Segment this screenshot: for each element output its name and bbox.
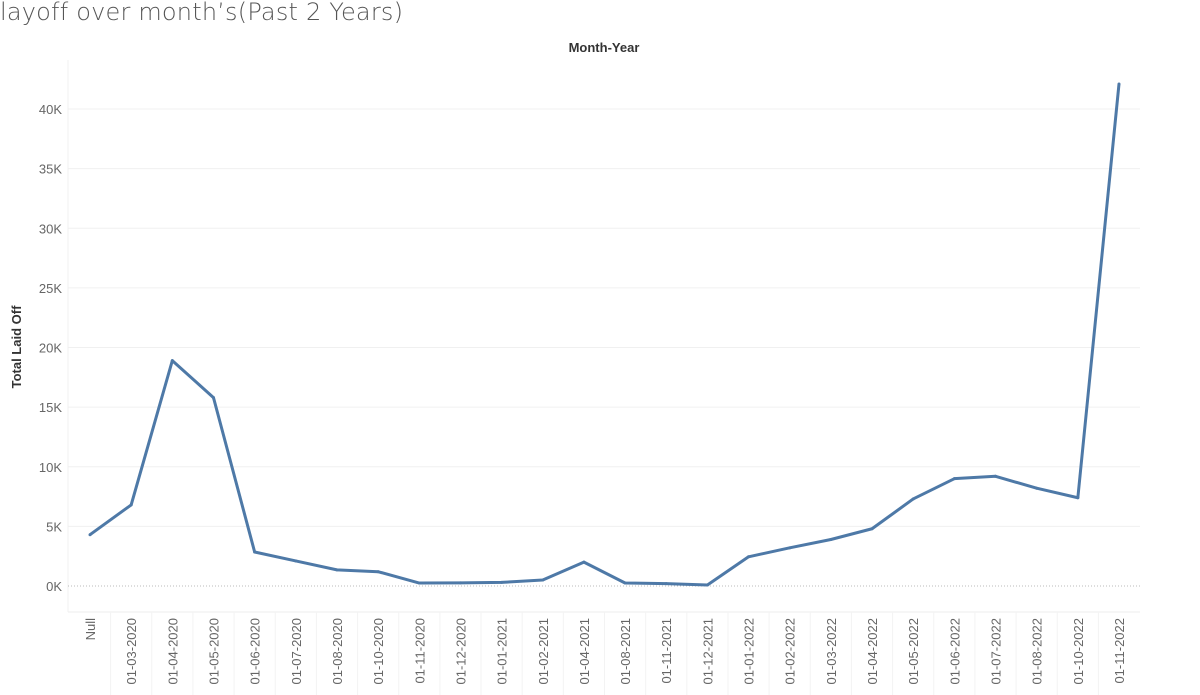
y-tick-label: 30K xyxy=(39,221,62,236)
y-tick-label: 5K xyxy=(46,519,62,534)
x-tick-label: 01-12-2020 xyxy=(453,618,468,685)
x-tick-label: 01-12-2021 xyxy=(700,618,715,685)
x-tick-label: 01-07-2020 xyxy=(289,618,304,685)
x-tick-label: 01-11-2021 xyxy=(659,618,674,684)
data-point[interactable] xyxy=(376,570,380,574)
data-point[interactable] xyxy=(335,568,339,572)
y-axis-title: Total Laid Off xyxy=(9,305,24,388)
y-tick-label: 40K xyxy=(39,102,62,117)
x-tick-label: 01-07-2022 xyxy=(989,618,1004,685)
y-tick-label: 0K xyxy=(46,579,62,594)
data-point[interactable] xyxy=(170,359,174,363)
x-tick-label: 01-03-2022 xyxy=(824,618,839,685)
x-tick-label: 01-04-2020 xyxy=(165,618,180,685)
data-point[interactable] xyxy=(211,396,215,400)
x-tick-label: 01-03-2020 xyxy=(124,618,139,685)
data-point[interactable] xyxy=(623,581,627,585)
data-point[interactable] xyxy=(500,580,504,584)
x-tick-label: 01-02-2021 xyxy=(536,618,551,685)
data-point[interactable] xyxy=(129,503,133,507)
data-point[interactable] xyxy=(417,581,421,585)
data-point[interactable] xyxy=(294,559,298,563)
x-axis-title: Month-Year xyxy=(569,40,640,55)
data-point[interactable] xyxy=(994,474,998,478)
data-point[interactable] xyxy=(1117,82,1121,86)
data-point[interactable] xyxy=(541,578,545,582)
x-tick-label: 01-10-2020 xyxy=(371,618,386,685)
data-point[interactable] xyxy=(88,533,92,537)
data-point[interactable] xyxy=(829,537,833,541)
x-tick-label: 01-01-2021 xyxy=(495,618,510,685)
x-tick-label: 01-08-2021 xyxy=(618,618,633,685)
y-tick-label: 10K xyxy=(39,460,62,475)
x-tick-label: Null xyxy=(83,618,98,641)
data-point[interactable] xyxy=(458,581,462,585)
series-line-total-laid-off xyxy=(89,83,1121,587)
data-point[interactable] xyxy=(1076,496,1080,500)
x-tick-label: 01-04-2022 xyxy=(865,618,880,685)
x-tick-label: 01-02-2022 xyxy=(783,618,798,685)
data-point[interactable] xyxy=(582,560,586,564)
data-point[interactable] xyxy=(870,527,874,531)
x-tick-label: 01-11-2022 xyxy=(1112,618,1127,684)
x-tick-label: 01-08-2020 xyxy=(330,618,345,685)
data-point[interactable] xyxy=(705,583,709,587)
y-tick-label: 25K xyxy=(39,281,62,296)
x-tick-label: 01-10-2022 xyxy=(1071,618,1086,685)
y-tick-label: 35K xyxy=(39,162,62,177)
chart-title: layoff over month’s(Past 2 Years) xyxy=(0,0,404,26)
x-tick-label: 01-01-2022 xyxy=(742,618,757,685)
data-point[interactable] xyxy=(788,546,792,550)
y-tick-label: 15K xyxy=(39,400,62,415)
x-tick-label: 01-11-2020 xyxy=(412,618,427,684)
data-point[interactable] xyxy=(664,582,668,586)
data-point[interactable] xyxy=(911,497,915,501)
data-point[interactable] xyxy=(952,477,956,481)
x-tick-label: 01-05-2020 xyxy=(206,618,221,685)
x-tick-label: 01-05-2022 xyxy=(906,618,921,685)
x-tick-label: 01-08-2022 xyxy=(1030,618,1045,685)
x-tick-label: 01-04-2021 xyxy=(577,618,592,685)
data-point[interactable] xyxy=(253,550,257,554)
y-tick-label: 20K xyxy=(39,341,62,356)
data-point[interactable] xyxy=(747,555,751,559)
data-point[interactable] xyxy=(1035,486,1039,490)
x-tick-label: 01-06-2020 xyxy=(248,618,263,685)
x-tick-label: 01-06-2022 xyxy=(947,618,962,685)
